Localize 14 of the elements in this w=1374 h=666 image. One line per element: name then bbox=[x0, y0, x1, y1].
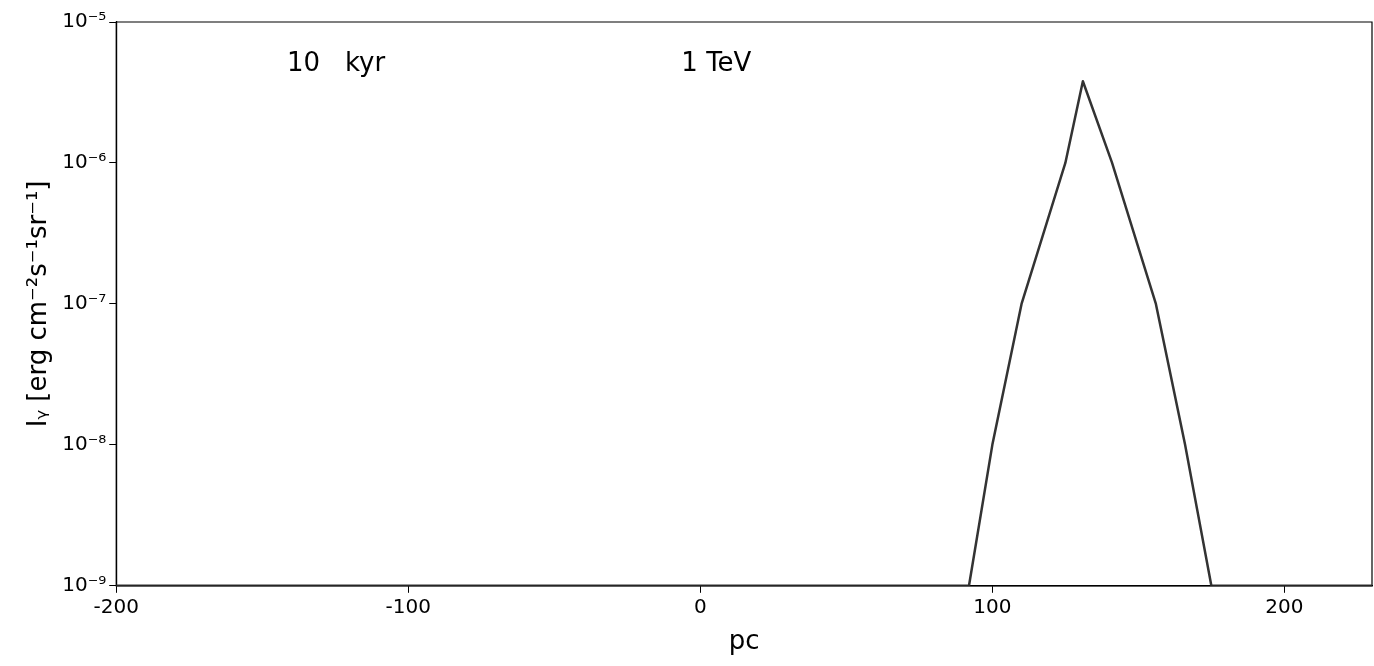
annotation: 1 TeV bbox=[681, 46, 752, 77]
x-tick-label: 0 bbox=[693, 594, 707, 618]
x-axis-title: pc bbox=[728, 625, 760, 656]
y-tick-label: 10⁻⁶ bbox=[62, 149, 107, 174]
y-tick-label: 10⁻⁸ bbox=[62, 431, 107, 456]
x-tick-label: -100 bbox=[385, 594, 431, 618]
y-tick-label: 10⁻⁷ bbox=[62, 290, 107, 315]
x-tick-label: 200 bbox=[1265, 594, 1304, 618]
x-tick-label: -200 bbox=[93, 594, 139, 618]
y-tick-label: 10⁻⁹ bbox=[62, 572, 107, 596]
x-tick-label: 100 bbox=[973, 594, 1012, 618]
annotation: 10 kyr bbox=[287, 46, 386, 77]
y-tick-label: 10⁻⁵ bbox=[62, 8, 107, 33]
y-axis-title: Iᵧ [erg cm⁻²s⁻¹sr⁻¹] bbox=[22, 180, 53, 428]
